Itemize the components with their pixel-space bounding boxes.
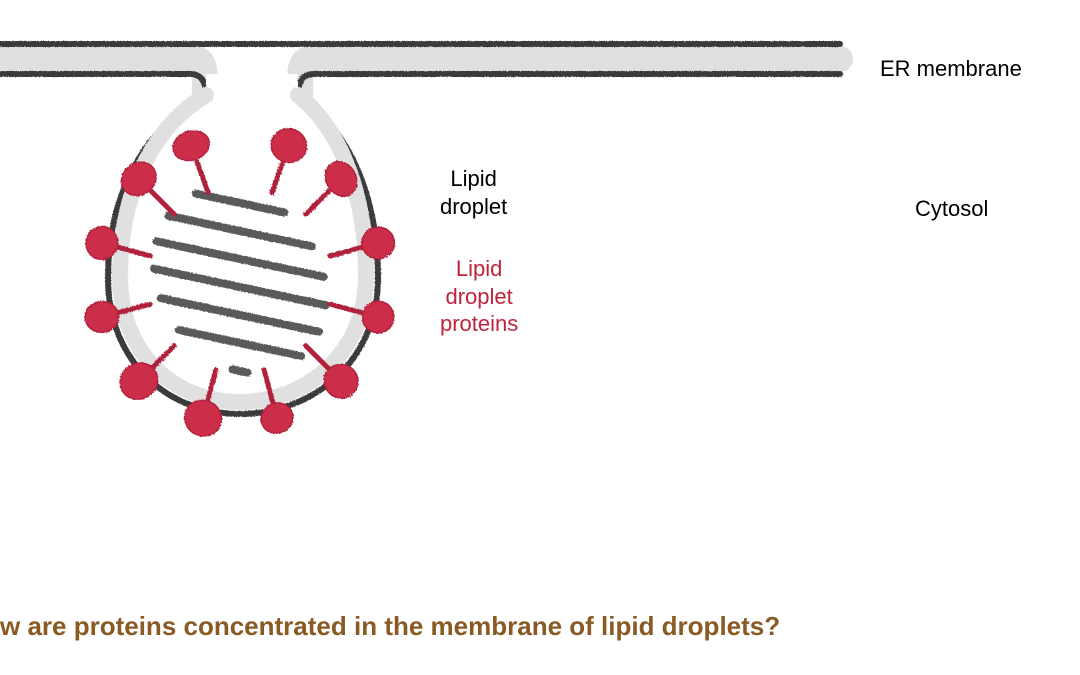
lipid-droplet <box>108 74 378 414</box>
diagram-svg <box>0 0 1080 675</box>
label-er-membrane: ER membrane <box>880 55 1022 83</box>
protein-blob <box>361 226 395 259</box>
label-cytosol: Cytosol <box>915 195 988 223</box>
label-lipid-droplet: Lipid droplet <box>440 165 507 220</box>
er-bottom-outline-right <box>298 74 840 95</box>
label-lipid-droplet-proteins: Lipid droplet proteins <box>440 255 518 338</box>
question-text: w are proteins concentrated in the membr… <box>0 610 780 643</box>
diagram-canvas: ER membrane Cytosol Lipid droplet Lipid … <box>0 0 1080 675</box>
er-bottom-outline-left <box>0 74 206 95</box>
interior-lipid-line <box>232 369 247 372</box>
